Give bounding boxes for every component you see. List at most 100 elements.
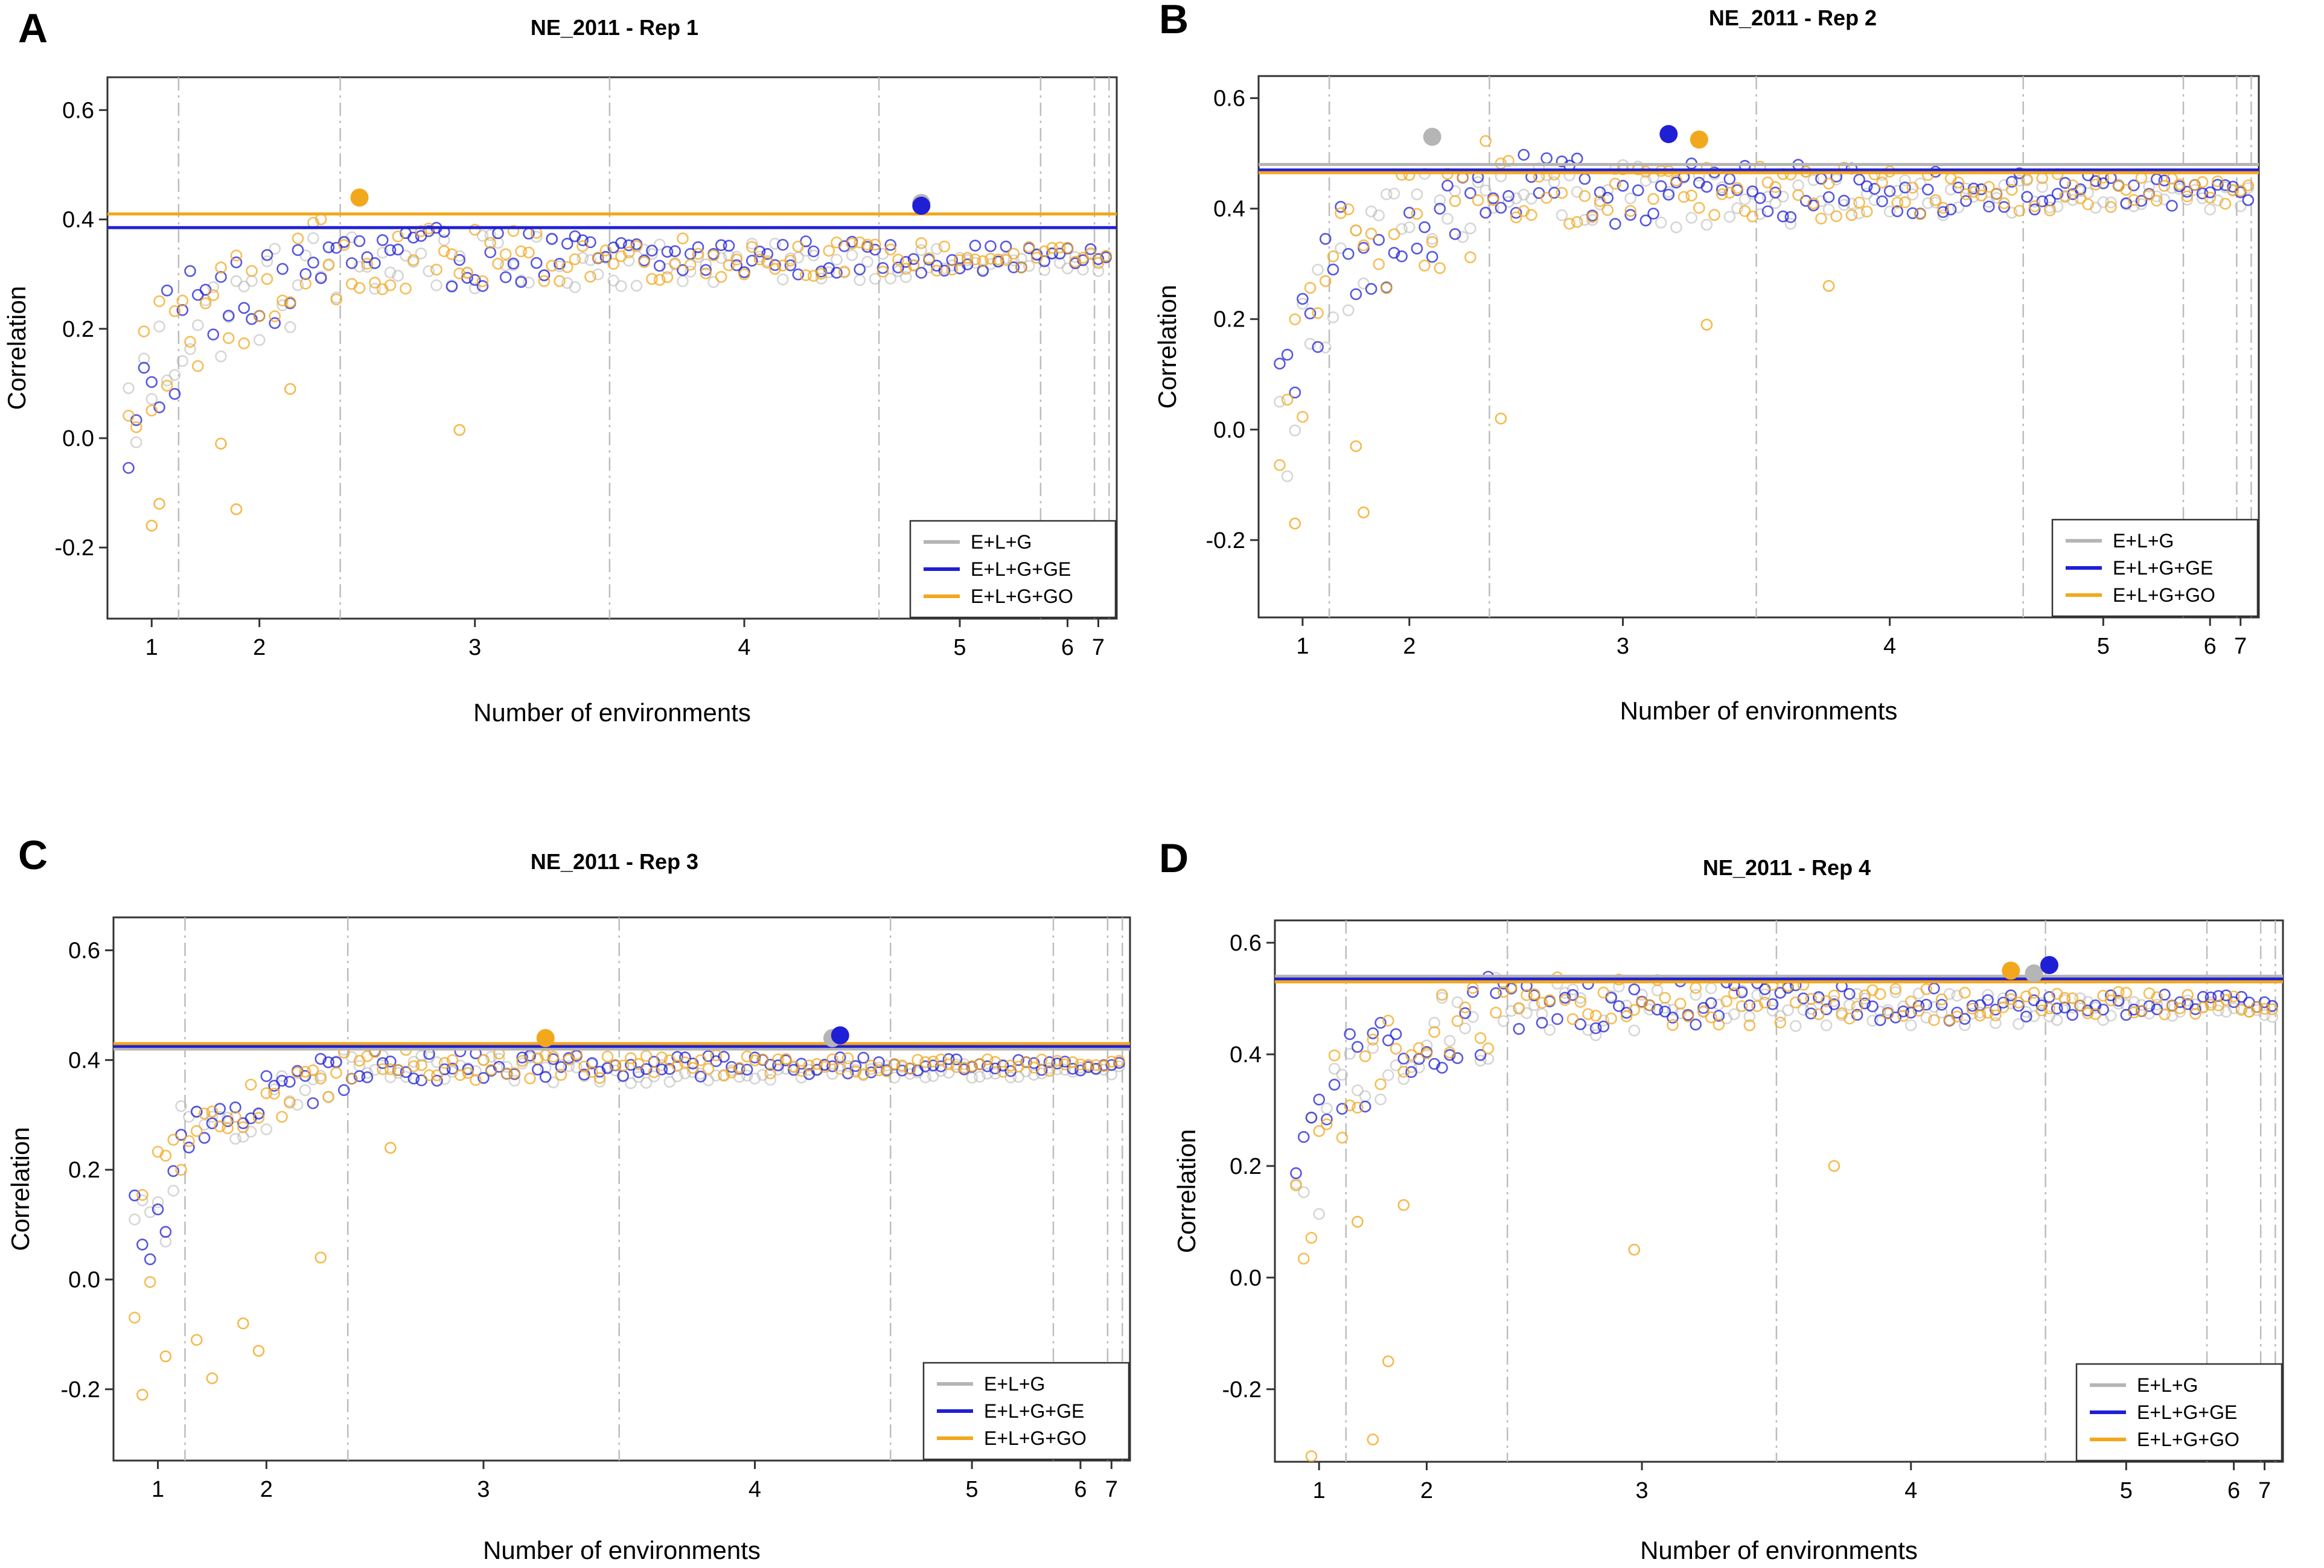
data-point [792, 268, 805, 281]
data-point [1746, 210, 1759, 223]
data-point [345, 1072, 358, 1085]
data-point [253, 334, 266, 346]
data-point [1966, 1002, 1979, 1015]
series-e-l-g-go [129, 1044, 1125, 1324]
data-point [1297, 298, 1309, 310]
data-point [730, 253, 743, 266]
data-point [1472, 194, 1484, 206]
data-point [446, 1062, 459, 1075]
data-point [2097, 989, 2109, 1002]
data-point [206, 1117, 219, 1129]
data-point [884, 272, 897, 285]
data-point [592, 252, 604, 264]
data-point [546, 233, 558, 245]
y-tick-label: 0.6 [68, 939, 100, 964]
data-point [2013, 1018, 2025, 1030]
data-point [2242, 194, 2255, 206]
y-tick-label: -0.2 [1206, 528, 1245, 553]
data-point [1540, 152, 1553, 164]
data-point [153, 320, 165, 333]
data-point [2112, 986, 2125, 998]
data-point [500, 1067, 513, 1080]
data-point [423, 1069, 435, 1082]
data-point [869, 238, 881, 251]
data-point [710, 1069, 723, 1082]
series-e-l-g [1290, 972, 2279, 1220]
data-point [1521, 989, 1533, 1001]
data-point [723, 240, 735, 252]
data-point [1670, 174, 1682, 186]
data-point [950, 1061, 963, 1073]
data-point [159, 1226, 172, 1238]
data-point [2058, 992, 2071, 1004]
data-point [661, 271, 674, 283]
data-point [1274, 357, 1286, 370]
data-point [1328, 1062, 1341, 1075]
data-point [176, 355, 189, 367]
x-tick-label: 1 [1313, 1478, 1326, 1503]
data-point [884, 243, 897, 256]
data-point [269, 243, 281, 255]
data-point [407, 231, 420, 244]
panel-title: NE_2011 - Rep 1 [531, 15, 698, 40]
data-point [1436, 1062, 1448, 1074]
data-point [2013, 996, 2025, 1009]
data-point [470, 1065, 482, 1077]
panel-title: NE_2011 - Rep 3 [531, 849, 698, 874]
legend-label: E+L+G [2137, 1374, 2198, 1396]
data-point [915, 237, 928, 249]
data-point [438, 1063, 451, 1076]
x-tick-label: 1 [145, 635, 158, 660]
legend-label: E+L+G [2113, 530, 2174, 552]
data-point [1405, 1066, 1417, 1078]
data-point [1281, 470, 1294, 482]
y-tick-label: -0.2 [55, 535, 94, 561]
data-point [2112, 995, 2125, 1007]
data-point [1403, 206, 1416, 219]
data-point [532, 1052, 544, 1065]
data-point [1983, 180, 1995, 193]
data-point [1289, 313, 1301, 325]
data-point [1582, 1008, 1594, 1021]
data-point [876, 266, 889, 278]
data-point [1474, 1054, 1487, 1067]
data-point [1766, 998, 1779, 1010]
data-point [1313, 1125, 1326, 1137]
data-point [538, 275, 551, 287]
y-tick-label: 0.2 [68, 1158, 100, 1183]
data-point [484, 246, 497, 258]
data-point [190, 1125, 203, 1137]
data-point [1860, 205, 1873, 218]
data-point [1647, 208, 1659, 220]
data-point [2035, 999, 2048, 1012]
data-point [145, 404, 158, 417]
data-point [1844, 1012, 1856, 1025]
data-point [292, 244, 304, 257]
data-point [2173, 178, 2186, 191]
data-point [2234, 200, 2247, 212]
data-point [2067, 179, 2079, 191]
data-point [563, 1060, 575, 1072]
data-point [601, 1062, 614, 1074]
data-point [745, 255, 758, 267]
data-point [1983, 200, 1995, 213]
data-point [2197, 1001, 2209, 1014]
data-point [499, 271, 512, 284]
data-point [507, 257, 520, 270]
data-point [1883, 205, 1896, 218]
data-point [516, 1051, 528, 1064]
data-point [184, 343, 196, 355]
data-point [1352, 1084, 1364, 1097]
data-point [1820, 1019, 1833, 1031]
data-point [2204, 203, 2217, 215]
data-point [138, 325, 150, 337]
data-point [215, 271, 227, 283]
data-point [252, 1112, 265, 1124]
outlier-point [1397, 1199, 1410, 1211]
data-point [1459, 1001, 1471, 1013]
data-point [330, 241, 343, 254]
data-point [1792, 179, 1804, 191]
data-point [615, 280, 627, 292]
data-point [246, 275, 258, 287]
data-point [423, 265, 435, 278]
